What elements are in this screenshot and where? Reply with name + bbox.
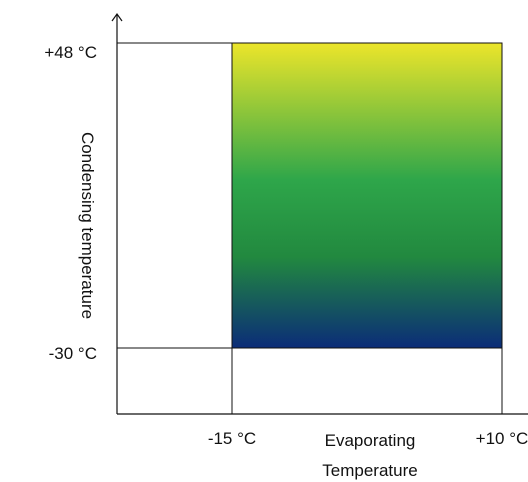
x-tick-label-max: +10 °C (476, 429, 528, 448)
x-axis-title-line2: Temperature (322, 461, 417, 480)
x-tick-label-min: -15 °C (208, 429, 256, 448)
y-tick-label-min: -30 °C (49, 344, 97, 363)
y-tick-label-max: +48 °C (44, 43, 97, 62)
x-axis-title-line1: Evaporating (325, 431, 416, 450)
y-axis-arrow-icon (111, 12, 123, 22)
operating-region (231, 42, 503, 349)
y-axis-title: Condensing temperature (78, 132, 97, 319)
